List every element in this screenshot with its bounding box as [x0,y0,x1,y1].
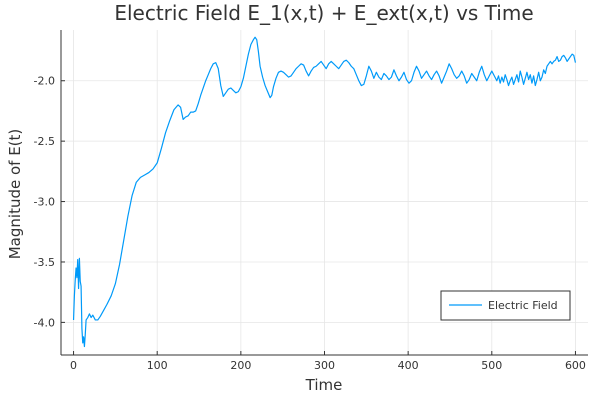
legend-label-electric-field: Electric Field [488,299,558,312]
y-tick-label: -4.0 [34,316,55,329]
grid-lines [61,30,588,355]
x-tick-label: 300 [314,359,335,372]
x-tick-label: 600 [565,359,586,372]
y-tick-label: -2.5 [34,135,55,148]
x-tick-label: 500 [481,359,502,372]
axes [60,30,588,356]
y-tick-label: -3.5 [34,256,55,269]
y-axis-label: Magnitude of E(t) [6,129,24,260]
series-layer [72,36,577,348]
x-tick-label: 100 [147,359,168,372]
x-axis-label: Time [305,376,343,394]
y-tick-label: -2.0 [34,75,55,88]
x-tick-label: 0 [70,359,77,372]
chart-title: Electric Field E_1(x,t) + E_ext(x,t) vs … [114,1,533,25]
x-tick-label: 400 [398,359,419,372]
tick-labels: 0 100 200 300 400 500 600 -4.0 -3.5 -3.0 -2.5 -2.0 [34,75,586,372]
y-tick-label: -3.0 [34,196,55,209]
legend: Electric Field [440,290,571,321]
x-tick-label: 200 [230,359,251,372]
series-line-0 [72,36,577,348]
